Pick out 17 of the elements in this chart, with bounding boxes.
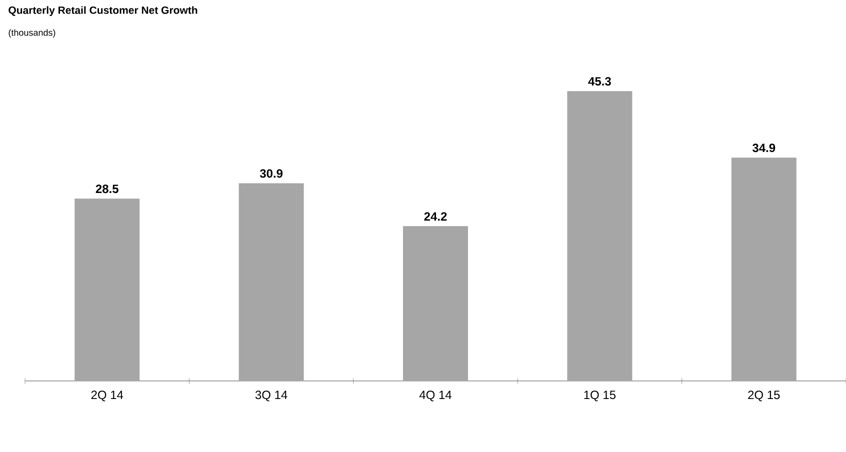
x-tick-label: 2Q 14 [91, 390, 124, 402]
bar [238, 183, 304, 381]
bar [74, 198, 140, 381]
x-tick-label: 2Q 15 [748, 390, 780, 402]
data-label: 28.5 [96, 184, 118, 194]
x-tick-label: 1Q 15 [584, 390, 616, 402]
bar [567, 91, 632, 381]
bar [403, 226, 468, 381]
data-label: 30.9 [260, 169, 283, 178]
data-label: 24.2 [424, 212, 447, 221]
data-label: 34.9 [752, 144, 776, 152]
data-label: 45.3 [588, 77, 611, 86]
chart-title: Quarterly Retail Customer Net Growth [8, 6, 198, 16]
bar [731, 158, 796, 381]
x-tick-label: 4Q 14 [419, 390, 452, 402]
chart-subtitle: (thousands) [8, 29, 56, 38]
x-tick-label: 3Q 14 [255, 390, 288, 402]
